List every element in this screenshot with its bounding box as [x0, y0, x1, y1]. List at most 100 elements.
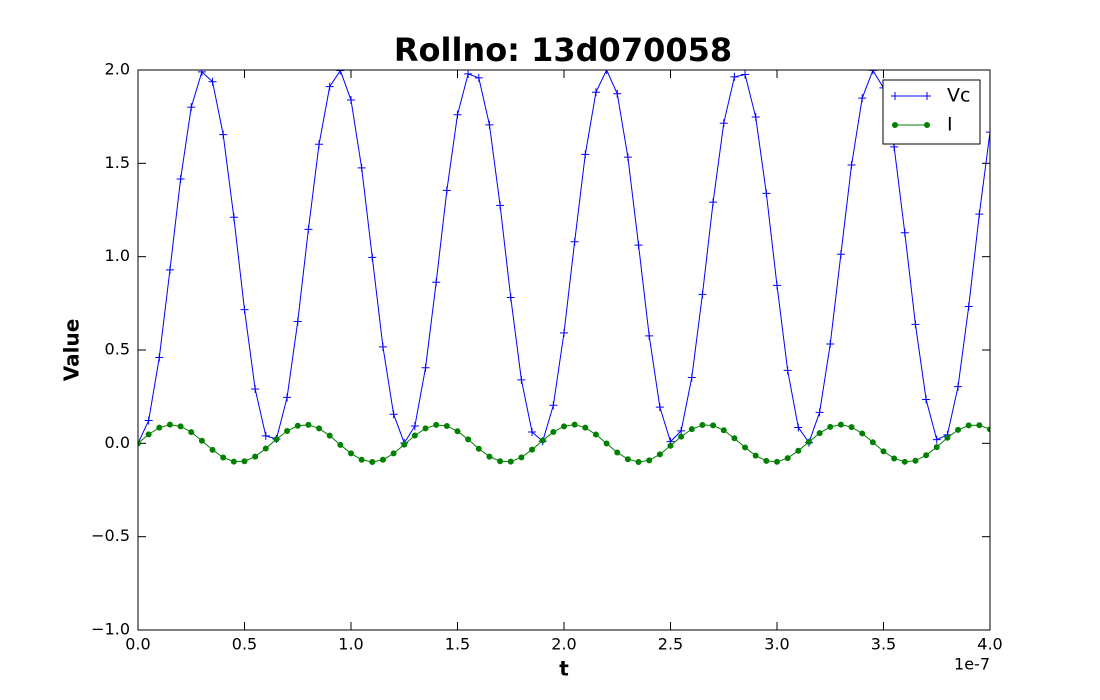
marker [209, 446, 216, 453]
marker [986, 128, 990, 137]
marker [742, 444, 749, 451]
x-offset-label: 1e-7 [954, 655, 990, 674]
x-tick-label: 4.0 [977, 635, 1002, 654]
marker [975, 210, 984, 219]
marker [220, 454, 227, 461]
marker [138, 440, 141, 447]
marker [325, 82, 334, 91]
marker [635, 459, 642, 465]
marker [858, 94, 867, 103]
marker [656, 451, 663, 458]
marker [357, 163, 366, 172]
marker [390, 450, 397, 457]
marker [165, 265, 174, 274]
marker [378, 342, 387, 351]
marker [261, 431, 270, 440]
marker [710, 422, 717, 429]
marker [176, 175, 185, 184]
marker [752, 452, 759, 459]
marker [912, 457, 919, 464]
marker [699, 422, 706, 429]
marker [987, 426, 990, 433]
marker [219, 130, 228, 139]
marker [465, 436, 472, 443]
marker [347, 96, 355, 105]
y-tick-label: 2.0 [105, 60, 130, 79]
legend: Vc I [882, 79, 981, 145]
marker [177, 423, 184, 430]
marker [454, 428, 461, 435]
marker [965, 422, 972, 429]
marker [550, 428, 557, 435]
marker [528, 427, 537, 436]
marker [549, 401, 558, 410]
y-tick-label: 1.5 [105, 153, 130, 172]
marker [848, 424, 855, 431]
marker [252, 453, 259, 460]
marker [678, 433, 685, 440]
marker [229, 213, 238, 222]
marker [581, 150, 590, 159]
marker [794, 423, 803, 432]
legend-marker [892, 122, 898, 128]
marker [805, 438, 812, 445]
marker [954, 382, 963, 391]
marker [358, 456, 365, 463]
marker [485, 120, 494, 129]
marker [837, 421, 844, 428]
marker [145, 431, 152, 438]
marker [273, 436, 280, 443]
marker [443, 422, 450, 429]
marker [836, 250, 845, 259]
marker [539, 437, 546, 444]
marker [709, 198, 718, 207]
legend-marker [923, 92, 931, 100]
marker [751, 113, 760, 122]
x-tick-label: 1.5 [445, 635, 470, 654]
marker [251, 385, 260, 394]
marker [687, 373, 696, 382]
marker [144, 416, 153, 425]
marker [816, 430, 823, 437]
marker [773, 281, 781, 290]
marker [166, 421, 173, 428]
plot-data [138, 70, 990, 465]
marker [208, 77, 217, 86]
marker [645, 331, 654, 340]
marker [326, 432, 333, 439]
marker [911, 320, 920, 329]
marker [880, 448, 887, 455]
legend-marker [924, 122, 930, 128]
marker [198, 437, 205, 444]
marker [720, 427, 727, 434]
marker [677, 426, 686, 435]
marker [496, 201, 505, 210]
plot-frame [137, 69, 991, 631]
marker [368, 253, 377, 262]
marker [240, 305, 249, 314]
marker [561, 423, 567, 430]
marker [284, 428, 291, 435]
marker [241, 458, 248, 465]
y-tick-label: 0.5 [105, 340, 130, 359]
marker [933, 444, 940, 451]
marker [815, 408, 824, 417]
chart-title: Rollno: 13d070058 [394, 31, 732, 69]
marker [655, 403, 664, 412]
marker [401, 441, 408, 448]
marker [826, 340, 835, 349]
marker [614, 449, 621, 456]
marker [955, 426, 962, 433]
y-tick-label: −1.0 [91, 620, 130, 639]
x-tick-label: 3.5 [871, 635, 896, 654]
marker [976, 422, 983, 429]
y-tick-label: 0.0 [105, 433, 130, 452]
marker [316, 425, 323, 432]
marker [783, 366, 792, 375]
marker [442, 186, 451, 195]
marker [475, 445, 482, 452]
marker [432, 278, 441, 287]
marker [932, 435, 941, 444]
